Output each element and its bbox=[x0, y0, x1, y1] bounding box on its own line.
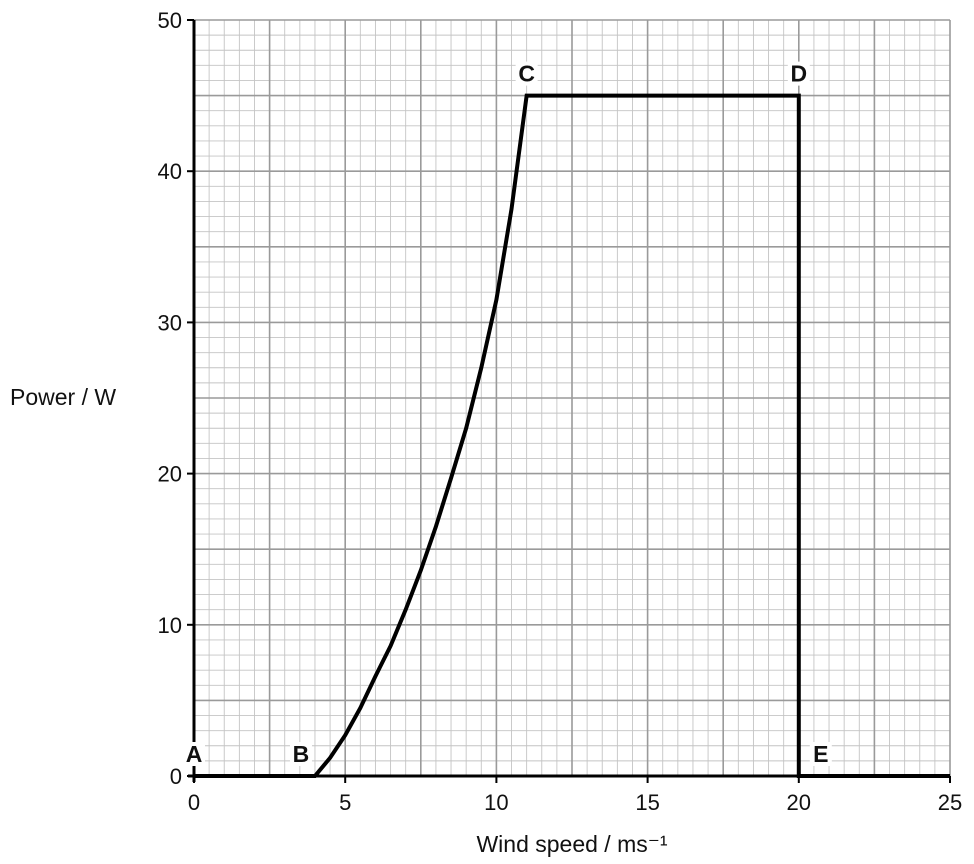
point-label-d: D bbox=[790, 61, 807, 87]
y-axis-label: Power / W bbox=[10, 384, 116, 410]
point-label-bg bbox=[515, 61, 538, 86]
x-tick-label: 20 bbox=[787, 790, 811, 815]
x-tick-label: 0 bbox=[188, 790, 200, 815]
point-label-c: C bbox=[518, 61, 535, 87]
y-tick-label: 30 bbox=[158, 310, 182, 335]
point-label-b: B bbox=[293, 741, 310, 767]
power-curve-line bbox=[194, 93, 950, 778]
point-label-bg bbox=[183, 742, 205, 766]
x-axis-label: Wind speed / ms⁻¹ bbox=[476, 831, 667, 857]
y-tick-label: 20 bbox=[158, 462, 182, 487]
x-tick-label: 15 bbox=[635, 790, 659, 815]
x-tick-label: 10 bbox=[484, 790, 508, 815]
point-label-bg bbox=[787, 61, 810, 86]
grid-major-lines bbox=[193, 19, 951, 777]
point-label-bg bbox=[289, 742, 312, 766]
x-tick-label: 25 bbox=[938, 790, 962, 815]
y-tick-label: 50 bbox=[158, 8, 182, 33]
point-labels: A B C D E bbox=[183, 61, 832, 767]
x-tick-label: 5 bbox=[339, 790, 351, 815]
y-tick-label: 40 bbox=[158, 159, 182, 184]
y-tick-label: 10 bbox=[158, 613, 182, 638]
axes bbox=[187, 19, 951, 783]
point-label-bg bbox=[809, 742, 832, 766]
point-label-e: E bbox=[813, 741, 828, 767]
tick-labels: 0 5 10 15 20 25 0 10 20 30 40 50 bbox=[158, 8, 963, 815]
point-label-a: A bbox=[186, 741, 203, 767]
y-tick-label: 0 bbox=[170, 764, 182, 789]
